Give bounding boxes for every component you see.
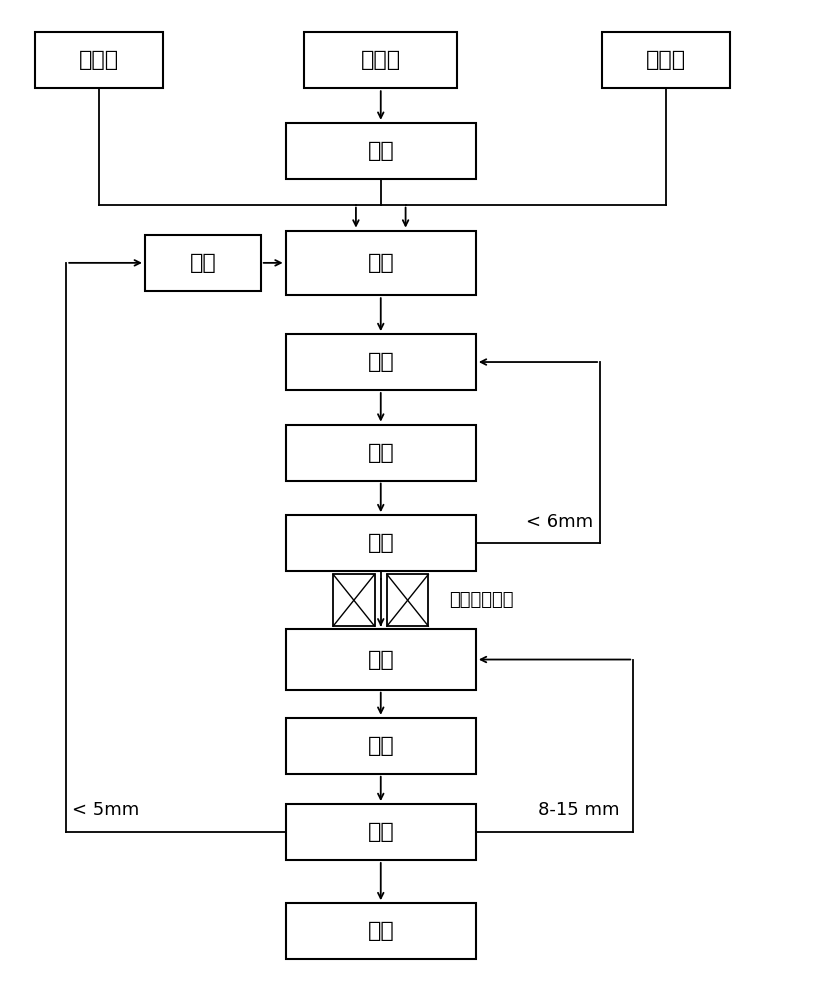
Bar — [387, 574, 428, 626]
Bar — [334, 574, 375, 626]
Bar — [286, 231, 476, 295]
Bar — [304, 32, 457, 88]
Text: 干燥: 干燥 — [367, 141, 394, 161]
Text: 筛分: 筛分 — [367, 533, 394, 553]
Text: 细磨: 细磨 — [190, 253, 217, 273]
Text: < 6mm: < 6mm — [526, 513, 593, 531]
Bar — [286, 903, 476, 959]
Bar — [286, 425, 476, 481]
Text: 筛分: 筛分 — [367, 822, 394, 842]
Bar — [286, 515, 476, 571]
Bar — [286, 629, 476, 690]
Bar — [286, 804, 476, 860]
Text: 焙烧: 焙烧 — [367, 736, 394, 756]
Text: 电磁振荡处理: 电磁振荡处理 — [449, 591, 513, 609]
Bar — [286, 718, 476, 774]
Bar — [602, 32, 731, 88]
Text: 铁精粉: 铁精粉 — [360, 50, 400, 70]
Text: < 5mm: < 5mm — [72, 801, 140, 819]
Text: 添加剂: 添加剂 — [79, 50, 120, 70]
Text: 配料: 配料 — [367, 253, 394, 273]
Text: 混合: 混合 — [367, 352, 394, 372]
Text: 造球: 造球 — [367, 443, 394, 463]
Text: 成品: 成品 — [367, 921, 394, 941]
Bar — [145, 235, 261, 291]
Bar — [286, 123, 476, 179]
Text: 布料: 布料 — [367, 650, 394, 670]
Bar — [286, 334, 476, 390]
Text: 8-15 mm: 8-15 mm — [538, 801, 619, 819]
Text: 粘结剂: 粘结剂 — [646, 50, 686, 70]
Bar — [35, 32, 164, 88]
